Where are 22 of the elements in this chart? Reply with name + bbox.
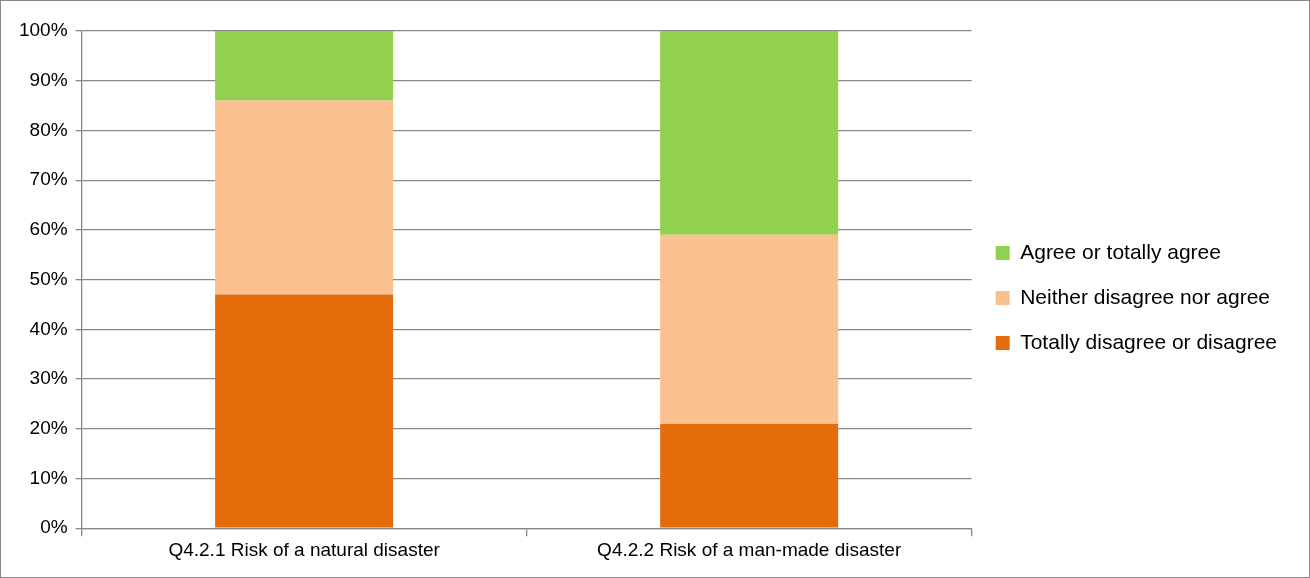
y-tick-label: 0% [40, 516, 68, 538]
bar [660, 31, 839, 235]
x-tick-label: Q4.2.2 Risk of a man-made disaster [597, 538, 902, 560]
y-tick-label: 10% [29, 466, 68, 488]
bar [660, 423, 839, 528]
legend-label: Neither disagree nor agree [1020, 284, 1271, 308]
y-tick-label: 30% [29, 367, 68, 389]
y-tick-label: 20% [29, 416, 68, 438]
y-tick-label: 90% [29, 68, 68, 90]
legend-label: Agree or totally agree [1020, 239, 1221, 263]
y-tick-label: 40% [29, 317, 68, 339]
bar [215, 31, 394, 101]
bar [215, 100, 394, 295]
bar [215, 294, 394, 528]
y-tick-label: 70% [29, 168, 68, 190]
legend-label: Totally disagree or disagree [1020, 329, 1277, 353]
y-tick-label: 80% [29, 118, 68, 140]
x-tick-label: Q4.2.1 Risk of a natural disaster [168, 538, 441, 560]
y-tick-label: 50% [29, 267, 68, 289]
bar [660, 234, 839, 424]
y-tick-label: 60% [29, 218, 68, 240]
y-tick-label: 100% [18, 19, 68, 41]
